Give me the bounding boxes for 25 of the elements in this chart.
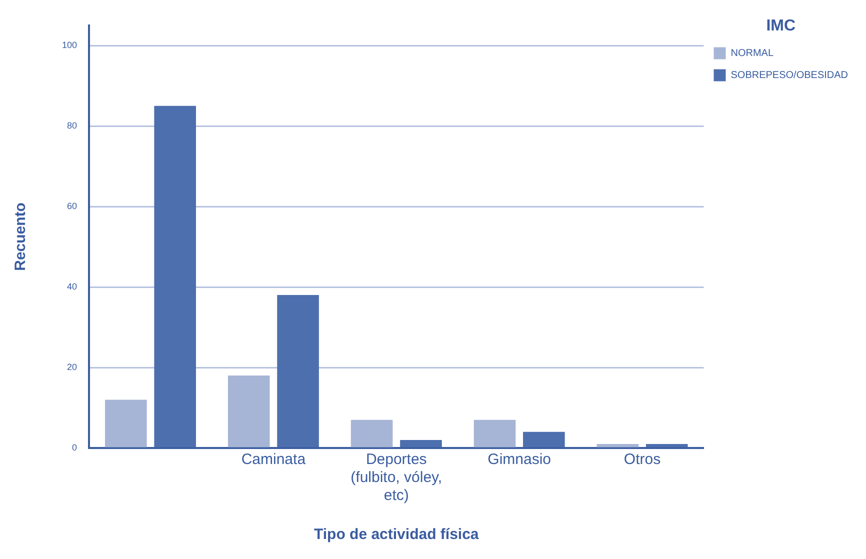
- legend-label: NORMAL: [730, 48, 774, 59]
- y-axis-title: Recuento: [12, 202, 30, 271]
- y-tick-label: 40: [67, 281, 78, 292]
- x-tick-label: Caminata: [241, 451, 306, 468]
- bar: [596, 444, 639, 448]
- x-tick-label: Otros: [624, 451, 661, 468]
- x-tick-label: Deportes (fulbito, vóley, etc): [350, 451, 442, 504]
- legend-label: SOBREPESO/OBESIDAD: [730, 70, 848, 81]
- y-tick-label: 20: [67, 362, 78, 372]
- bar: [105, 400, 147, 448]
- bar: [350, 420, 393, 448]
- bar: [646, 444, 688, 448]
- bar: [277, 295, 319, 448]
- bar: [474, 420, 516, 448]
- bar: [400, 440, 442, 448]
- x-axis-title: Tipo de actividad física: [314, 526, 480, 544]
- y-tick-label: 100: [62, 40, 78, 50]
- bar: [228, 376, 270, 448]
- legend-title: IMC: [766, 17, 796, 34]
- y-tick-label: 0: [72, 442, 78, 452]
- bar: [154, 106, 196, 448]
- bar: [523, 432, 565, 448]
- x-tick-label: Gimnasio: [488, 451, 552, 468]
- y-tick-label: 60: [67, 201, 78, 211]
- y-tick-label: 80: [67, 120, 78, 131]
